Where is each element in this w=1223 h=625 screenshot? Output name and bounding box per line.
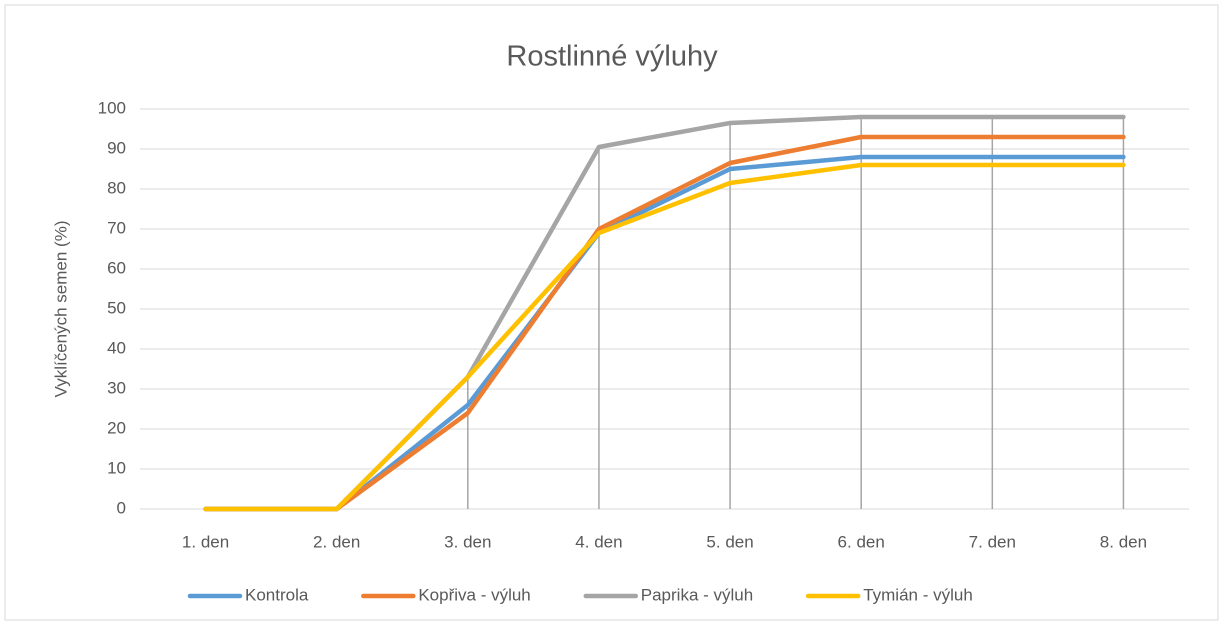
x-tick-label: 4. den <box>575 532 622 551</box>
x-tick-label: 3. den <box>444 532 491 551</box>
legend-label: Paprika - výluh <box>641 585 753 604</box>
y-tick-label: 70 <box>107 218 126 237</box>
legend-label: Kopřiva - výluh <box>418 585 530 604</box>
legend-label: Tymián - výluh <box>863 585 973 604</box>
x-tick-label: 6. den <box>838 532 885 551</box>
series-line <box>203 134 1126 512</box>
y-tick-label: 20 <box>107 418 126 437</box>
y-tick-label: 90 <box>107 138 126 157</box>
chart-border <box>4 4 1219 621</box>
y-tick-label: 60 <box>107 258 126 277</box>
y-tick-label: 80 <box>107 178 126 197</box>
y-tick-label: 40 <box>107 338 126 357</box>
x-tick-label: 5. den <box>706 532 753 551</box>
x-tick-label: 1. den <box>182 532 229 551</box>
x-tick-label: 8. den <box>1100 532 1147 551</box>
y-tick-label: 100 <box>98 98 126 117</box>
x-tick-label: 2. den <box>313 532 360 551</box>
chart-title: Rostlinné výluhy <box>506 41 718 73</box>
y-tick-label: 10 <box>107 458 126 477</box>
x-tick-label: 7. den <box>969 532 1016 551</box>
y-tick-label: 0 <box>117 498 126 517</box>
legend-label: Kontrola <box>245 585 309 604</box>
y-tick-label: 30 <box>107 378 126 397</box>
y-axis-label: Vyklíčených semen (%) <box>51 221 70 398</box>
series-line <box>203 162 1126 512</box>
y-tick-label: 50 <box>107 298 126 317</box>
